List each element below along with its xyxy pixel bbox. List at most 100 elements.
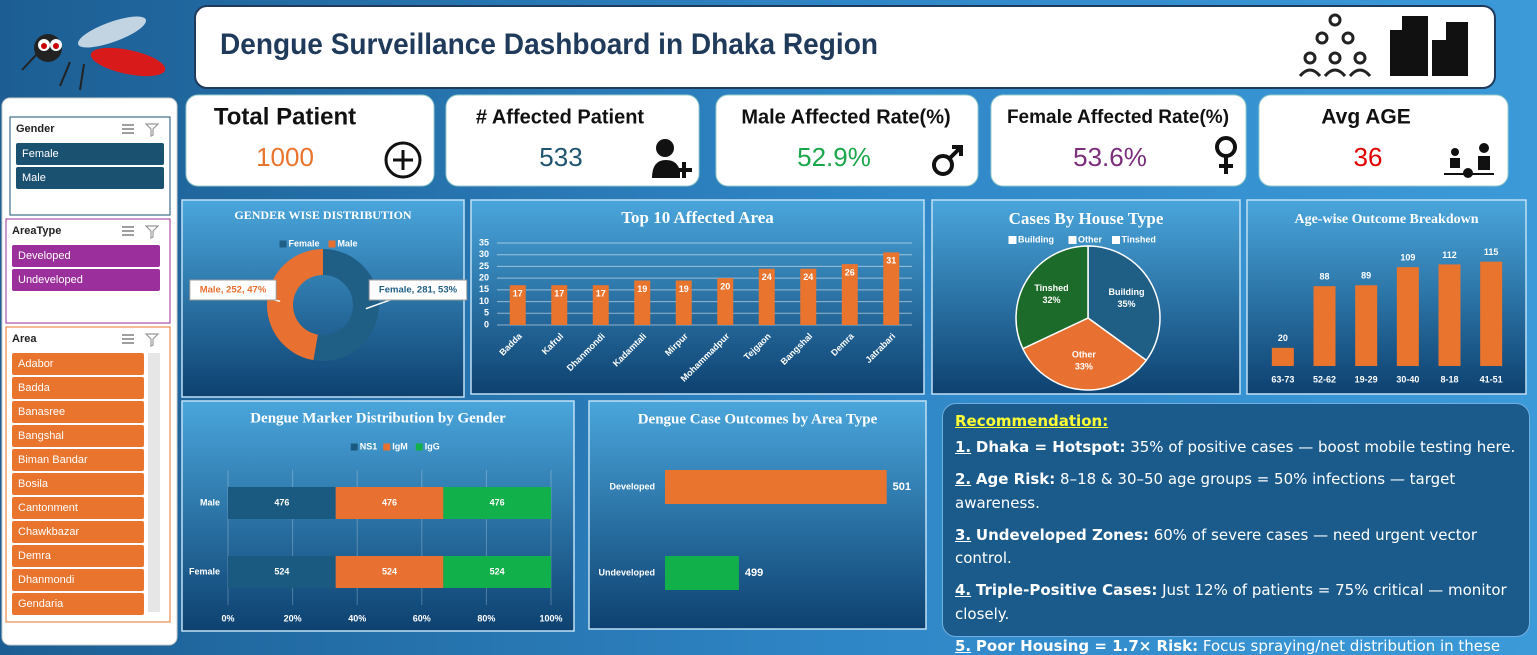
bar <box>592 285 609 325</box>
slicer-item[interactable] <box>12 269 160 291</box>
slice-category: Building <box>1108 287 1144 297</box>
item-number: 2. <box>955 470 972 489</box>
item-number: 5. <box>955 636 972 655</box>
clear-filter-icon[interactable] <box>144 225 160 239</box>
slicer-item[interactable] <box>16 143 164 165</box>
data-label: 112 <box>1442 250 1457 260</box>
bar <box>675 280 692 325</box>
slicer-item-label: Badda <box>18 382 51 394</box>
slicer-item[interactable] <box>12 425 144 447</box>
y-tick-label: 15 <box>479 284 489 294</box>
donut-slice <box>313 249 379 361</box>
slicer-item-label: Banasree <box>18 406 65 418</box>
data-label: 501 <box>893 481 911 493</box>
bar-segment <box>443 487 551 519</box>
x-tick-label: 40% <box>348 613 366 623</box>
slicer-box <box>9 116 171 216</box>
chart-title: Cases By House Type <box>1009 209 1164 228</box>
x-tick-label: 80% <box>477 613 495 623</box>
data-label: 20 <box>720 282 730 292</box>
slicer-item[interactable] <box>12 377 144 399</box>
x-tick-label: 100% <box>539 613 562 623</box>
kpi-card <box>715 94 979 187</box>
slicer-item[interactable] <box>12 245 160 267</box>
slicer-item[interactable] <box>12 521 144 543</box>
data-label: 26 <box>845 267 855 277</box>
y-tick-label: 20 <box>479 273 489 283</box>
recommendation-box: Recommendation: 1. Dhaka = Hotspot: 35% o… <box>942 403 1530 655</box>
legend-label: Other <box>1078 234 1103 244</box>
slicer-item[interactable] <box>12 593 144 615</box>
recommendation-heading: Recommendation: <box>955 412 1109 430</box>
legend-label: NS1 <box>360 441 378 451</box>
chart-title: Top 10 Affected Area <box>621 208 774 227</box>
kpi-label: Male Affected Rate(%) <box>741 106 950 128</box>
y-tick-label: Developed <box>609 481 655 491</box>
x-tick-label: 0% <box>221 613 234 623</box>
person-add-icon <box>652 139 692 178</box>
clear-filter-icon[interactable] <box>144 333 160 347</box>
kpi-label: Avg AGE <box>1321 106 1410 129</box>
slicer-item[interactable] <box>16 167 164 189</box>
data-label: Male, 252, 47% <box>200 285 267 296</box>
clear-filter-icon[interactable] <box>144 123 160 137</box>
slicer-item[interactable] <box>12 569 144 591</box>
data-label: 17 <box>554 289 564 299</box>
y-tick-label: 5 <box>484 308 489 318</box>
x-tick-label: 8-18 <box>1440 374 1458 384</box>
slicer-item[interactable] <box>12 401 144 423</box>
data-label: 89 <box>1361 271 1371 281</box>
data-label: 476 <box>274 497 289 507</box>
legend-swatch <box>279 240 287 248</box>
slicer-item[interactable] <box>12 473 144 495</box>
bar <box>665 470 887 504</box>
bar <box>1271 347 1294 366</box>
item-text: Focus spraying/net distribution in these… <box>1202 636 1501 655</box>
slicer-item[interactable] <box>12 449 144 471</box>
slicer-item-label: Developed <box>18 250 71 262</box>
slicer-item[interactable] <box>12 353 144 375</box>
mosquito-logo <box>21 16 166 91</box>
age-icon <box>1444 143 1494 178</box>
item-heading: Triple-Positive Cases: <box>975 581 1158 600</box>
kpi-card <box>990 94 1247 187</box>
multiselect-icon[interactable] <box>122 334 134 344</box>
x-tick-label: 52-62 <box>1313 374 1336 384</box>
y-tick-label: 35 <box>479 237 489 247</box>
data-label: 476 <box>382 497 397 507</box>
bar <box>551 285 568 325</box>
data-label: 88 <box>1319 272 1329 282</box>
item-text: 35% of positive cases — boost mobile tes… <box>1125 438 1516 456</box>
recommendation-item: 3. Undeveloped Zones: 60% of severe case… <box>955 524 1517 571</box>
chart-title: GENDER WISE DISTRIBUTION <box>234 208 411 222</box>
y-tick-label: 25 <box>479 261 489 271</box>
multiselect-icon[interactable] <box>122 124 134 134</box>
chart-title: Age-wise Outcome Breakdown <box>1294 212 1478 227</box>
item-number: 4. <box>955 581 972 600</box>
legend-swatch <box>1008 236 1017 244</box>
slicer-item[interactable] <box>12 497 144 519</box>
data-label: 476 <box>490 497 505 507</box>
x-tick-label: 63-73 <box>1271 374 1294 384</box>
bar <box>883 252 900 325</box>
slicer-item[interactable] <box>12 545 144 567</box>
y-tick-label: 10 <box>479 296 489 306</box>
bar <box>509 285 526 325</box>
data-label: 499 <box>745 567 763 579</box>
legend-swatch <box>350 443 358 451</box>
legend-swatch <box>328 240 336 248</box>
data-label: 19 <box>637 284 647 294</box>
slicer-item-label: Demra <box>18 550 52 562</box>
kpi-value: 533 <box>539 142 582 172</box>
chart-title: Dengue Marker Distribution by Gender <box>250 410 506 426</box>
slicer-item-label: Undeveloped <box>18 274 83 286</box>
kpi-card <box>185 94 435 187</box>
donut-slice <box>267 249 323 361</box>
multiselect-icon[interactable] <box>122 226 134 236</box>
slicer-item-label: Adabor <box>18 358 54 370</box>
slicer-item-label: Cantonment <box>18 502 78 514</box>
item-text: 8–18 & 30–50 age groups = 50% infections… <box>955 470 1456 512</box>
item-heading: Poor Housing = 1.7× Risk: <box>975 636 1199 655</box>
data-label: 17 <box>596 289 606 299</box>
